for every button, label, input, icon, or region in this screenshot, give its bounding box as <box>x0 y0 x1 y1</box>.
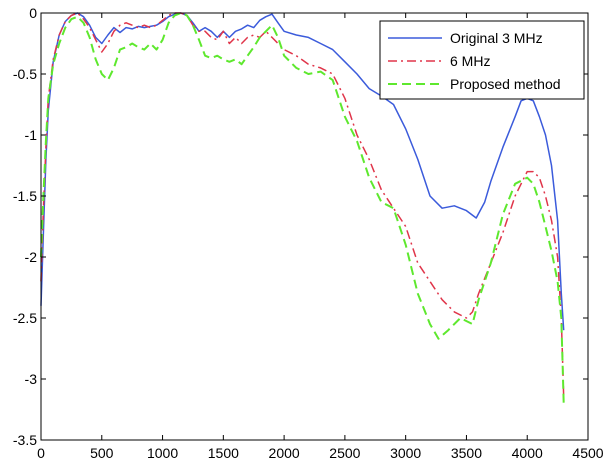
x-tick-label: 1000 <box>147 445 178 461</box>
x-tick-label: 500 <box>90 445 114 461</box>
x-tick-label: 2000 <box>269 445 300 461</box>
x-tick-label: 4000 <box>512 445 543 461</box>
x-tick-label: 3500 <box>451 445 482 461</box>
legend: Original 3 MHz 6 MHz Proposed method <box>379 20 585 100</box>
y-tick-label: -1 <box>25 127 38 143</box>
series-original-3mhz-line <box>40 12 565 331</box>
y-tick-label: -3 <box>25 371 38 387</box>
legend-label-original-3mhz: Original 3 MHz <box>450 30 543 46</box>
x-tick-label: 1500 <box>208 445 239 461</box>
plot-frame <box>40 12 589 441</box>
x-tick-label: 4500 <box>572 445 603 461</box>
series-6mhz-line <box>40 12 565 398</box>
x-tick-label: 3000 <box>390 445 421 461</box>
y-tick-label: -0.5 <box>13 66 37 82</box>
tick-layer: 0 500 1000 1500 2000 2500 3000 3500 4000 4500 0 -0.… <box>13 5 604 461</box>
y-tick-label: 0 <box>29 5 37 21</box>
legend-box <box>379 20 585 100</box>
x-tick-label: 2500 <box>329 445 360 461</box>
legend-label-proposed-method: Proposed method <box>450 76 561 92</box>
legend-label-6mhz: 6 MHz <box>450 53 490 69</box>
y-tick-label: -1.5 <box>13 188 37 204</box>
y-tick-label: -2.5 <box>13 310 37 326</box>
y-tick-label: -2 <box>25 249 38 265</box>
series-proposed-method-line <box>40 12 565 404</box>
series-layer <box>40 12 565 404</box>
y-tick-label: -3.5 <box>13 432 37 448</box>
x-tick-label: 0 <box>37 445 45 461</box>
